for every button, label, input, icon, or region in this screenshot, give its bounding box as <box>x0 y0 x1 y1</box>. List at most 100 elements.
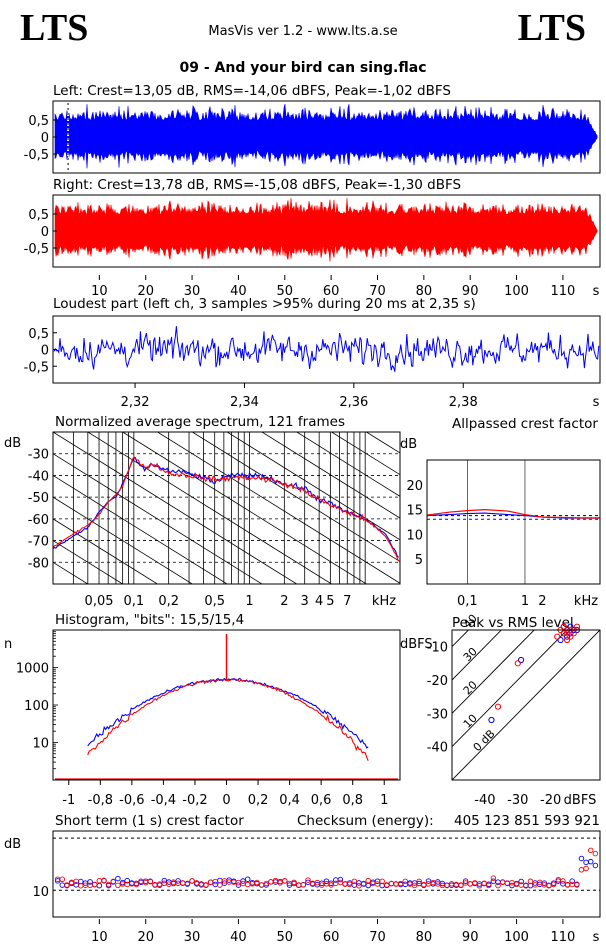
y-tick-label: 10 <box>32 737 49 752</box>
x-tick-label: 0,5 <box>204 594 225 609</box>
x-tick-label: 100 <box>504 930 529 945</box>
pvr-point-left <box>557 636 564 644</box>
chart-title: Normalized average spectrum, 121 frames <box>55 414 345 430</box>
pvr-point-right <box>573 623 581 630</box>
x-tick-label: 1 <box>245 594 253 609</box>
x-tick-label: 0,8 <box>342 793 363 808</box>
st-crest-point-right <box>499 879 506 886</box>
x-tick-label: -0,6 <box>119 793 144 808</box>
st-crest-point-right <box>258 882 265 888</box>
st-crest-point-right <box>91 881 98 888</box>
st-crest-point-right <box>435 881 441 887</box>
x-tick-label: -0,4 <box>151 793 176 808</box>
x-tick-label: 20 <box>137 284 154 299</box>
x-tick-label: 110 <box>551 284 576 299</box>
st-crest-point-left <box>235 882 242 888</box>
st-crest-point-left <box>87 879 93 885</box>
st-crest-point-right <box>476 883 483 889</box>
st-crest-point-right <box>574 881 580 887</box>
st-crest-point-left <box>59 882 66 888</box>
st-crest-point-left <box>96 882 103 889</box>
pvr-point-left <box>567 623 574 630</box>
x-tick-label: 40 <box>230 930 247 945</box>
st-crest-point-right <box>346 881 353 888</box>
st-crest-point-right <box>379 878 385 885</box>
pvr-point-right <box>564 636 571 644</box>
y-tick-label: -70 <box>28 535 49 550</box>
st-crest-point-right <box>583 865 589 872</box>
st-crest-point-left <box>337 876 344 883</box>
st-crest-point-right <box>277 880 283 886</box>
chart-title: Allpassed crest factor <box>452 416 598 432</box>
x-tick-label: 0,1 <box>124 594 145 609</box>
st-crest-point-right <box>272 877 279 884</box>
histogram-line-left <box>87 677 369 749</box>
y-tick-label: -0,5 <box>24 360 49 375</box>
x-unit-label: kHz <box>372 594 396 609</box>
x-tick-label: 2 <box>280 594 288 609</box>
x-tick-label: 0,2 <box>248 793 269 808</box>
st-crest-point-right <box>485 882 492 889</box>
x-tick-label: 50 <box>277 284 294 299</box>
x-tick-label: 30 <box>184 930 201 945</box>
st-crest-point-right <box>356 883 362 889</box>
st-crest-point-right <box>105 881 112 888</box>
x-tick-label: 0,05 <box>85 594 114 609</box>
y-tick-label: -30 <box>427 707 448 722</box>
pvr-point-left <box>488 716 495 724</box>
st-crest-point-right <box>578 867 585 873</box>
x-tick-label: 90 <box>462 930 479 945</box>
left-waveform-signal <box>54 103 598 169</box>
loudest-part-signal <box>53 326 600 372</box>
y-tick-label: 10 <box>32 885 49 900</box>
st-crest-point-right <box>411 882 418 889</box>
pvr-point-left <box>567 630 574 637</box>
y-tick-label: 1000 <box>16 662 49 677</box>
y-tick-label: 100 <box>24 699 49 714</box>
st-crest-point-right <box>147 878 154 885</box>
crest-line-right <box>426 508 600 519</box>
st-crest-point-right <box>523 883 529 889</box>
y-axis-label: dBFS <box>400 637 433 652</box>
y-tick-label: 0,5 <box>28 208 49 223</box>
chart-title: Right: Crest=13,78 dB, RMS=-15,08 dBFS, … <box>53 177 461 193</box>
st-crest-point-right <box>550 881 557 888</box>
pvr-point-left <box>564 633 571 640</box>
y-tick-label: 0 <box>41 225 49 240</box>
x-tick-label: -20 <box>540 793 561 808</box>
st-crest-point-right <box>328 882 334 888</box>
pvr-frame <box>451 629 601 781</box>
st-crest-point-right <box>212 878 218 885</box>
x-tick-label: 70 <box>369 284 386 299</box>
st-crest-point-right <box>73 878 79 885</box>
st-crest-point-right <box>425 881 432 887</box>
y-tick-label: -20 <box>427 674 448 689</box>
st-crest-point-right <box>282 878 288 884</box>
st-crest-point-right <box>193 880 200 886</box>
st-crest-point-right <box>351 878 358 885</box>
x-tick-label: 0 <box>222 793 230 808</box>
st-crest-point-right <box>532 882 538 888</box>
x-axis-label: dBFS <box>564 793 597 808</box>
st-crest-point-left <box>592 862 599 869</box>
x-tick-label: 2 <box>538 594 546 609</box>
x-tick-label: -0,2 <box>182 793 207 808</box>
x-tick-label: 80 <box>416 930 433 945</box>
y-tick-label: 0 <box>41 131 49 146</box>
pvr-point-right <box>564 630 571 637</box>
st-crest-point-right <box>110 878 117 885</box>
st-crest-point-right <box>333 880 339 887</box>
x-tick-label: 50 <box>277 930 294 945</box>
st-crest-point-right <box>314 879 320 886</box>
st-crest-point-right <box>64 882 70 888</box>
pvr-point-right <box>570 630 577 637</box>
st-crest-point-right <box>587 847 594 854</box>
pvr-point-left <box>517 656 525 664</box>
st-crest-point-left <box>115 875 121 882</box>
y-axis-label: dB <box>4 436 21 451</box>
st-crest-point-right <box>402 878 409 885</box>
st-crest-point-left <box>323 878 330 885</box>
st-crest-frame <box>52 830 601 918</box>
st-crest-point-right <box>374 881 381 887</box>
st-crest-point-right <box>458 882 464 888</box>
